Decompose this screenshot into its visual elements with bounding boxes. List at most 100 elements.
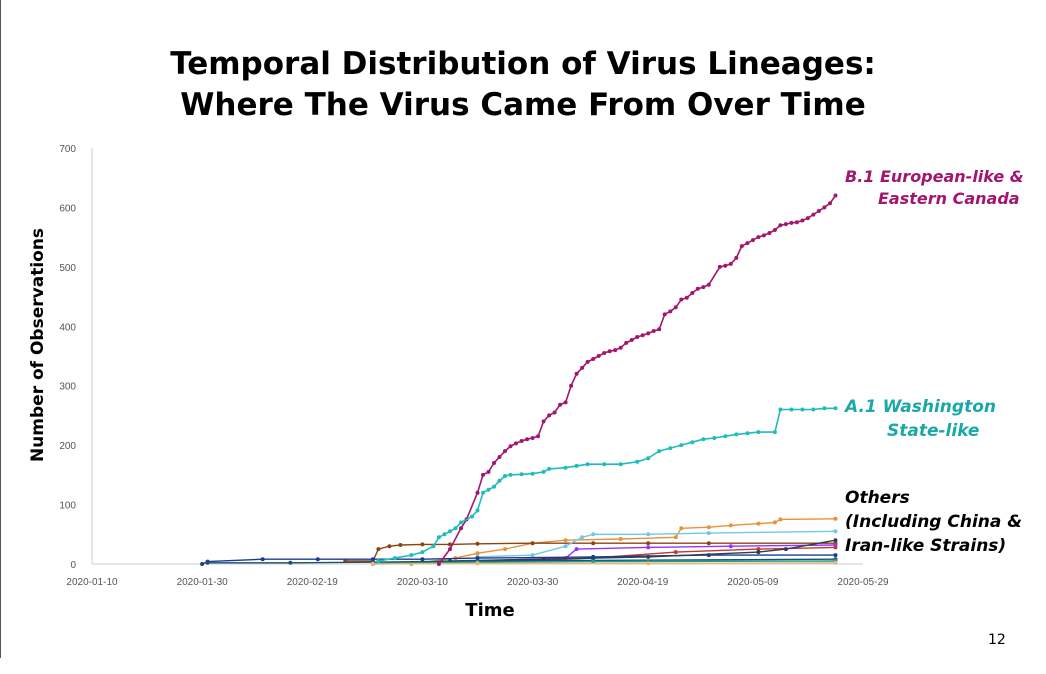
data-point-other-3 <box>420 542 425 547</box>
data-point-b1 <box>436 562 441 566</box>
data-point-other-11 <box>475 561 480 566</box>
data-point-other-8 <box>756 550 761 555</box>
data-point-a1 <box>448 529 452 534</box>
data-point-other-7 <box>200 562 205 566</box>
data-point-a1 <box>822 406 827 411</box>
data-point-b1 <box>657 327 662 332</box>
data-point-b1 <box>558 402 563 407</box>
data-point-other-3 <box>448 542 452 547</box>
data-point-a1 <box>442 532 447 537</box>
data-point-a1 <box>376 559 381 563</box>
data-point-b1 <box>701 285 706 290</box>
data-point-other-10 <box>591 559 596 564</box>
x-tick-label: 2020-01-30 <box>177 577 229 588</box>
data-point-b1 <box>651 329 656 333</box>
data-point-b1 <box>673 305 678 310</box>
data-point-b1 <box>475 490 480 495</box>
data-point-other-11 <box>833 560 838 565</box>
series-line-other-7 <box>201 554 836 565</box>
data-point-other-7 <box>260 557 265 562</box>
data-point-a1 <box>745 431 750 436</box>
data-point-a1 <box>436 535 441 540</box>
data-point-b1 <box>761 233 766 238</box>
data-point-a1 <box>618 462 623 467</box>
data-point-b1 <box>734 255 739 260</box>
data-point-other-2 <box>706 525 711 530</box>
data-point-b1 <box>723 263 728 268</box>
data-point-other-2 <box>728 523 733 528</box>
data-point-b1 <box>492 461 496 465</box>
data-point-b1 <box>552 410 557 415</box>
data-point-a1 <box>492 484 496 489</box>
data-point-b1 <box>800 218 805 223</box>
data-point-a1 <box>563 465 568 470</box>
data-point-other-2 <box>673 535 678 540</box>
data-point-b1 <box>574 371 579 376</box>
data-point-other-9 <box>288 560 293 565</box>
series-line-other-10 <box>372 560 836 565</box>
data-point-other-9 <box>205 560 210 565</box>
data-point-other-8 <box>783 547 788 552</box>
a1-lineage-label: A.1 Washington State-like <box>845 395 996 443</box>
data-point-a1 <box>481 490 485 495</box>
data-point-b1 <box>778 223 783 228</box>
data-point-b1 <box>811 212 816 217</box>
a1-label-line-1: A.1 Washington <box>845 397 996 417</box>
data-point-b1 <box>585 359 590 364</box>
data-point-a1 <box>547 466 552 471</box>
data-point-a1 <box>497 478 502 483</box>
data-point-a1 <box>635 459 640 464</box>
data-point-a1 <box>486 487 491 492</box>
data-point-b1 <box>828 201 832 206</box>
data-point-other-3 <box>398 543 403 547</box>
data-point-b1 <box>695 286 700 291</box>
data-point-b1 <box>618 345 623 350</box>
data-point-b1 <box>750 238 755 243</box>
data-point-b1 <box>805 216 810 221</box>
data-point-other-3 <box>530 541 535 546</box>
data-point-b1 <box>739 244 744 249</box>
data-point-other-3 <box>646 541 651 546</box>
series-line-b1 <box>438 195 837 565</box>
data-point-a1 <box>585 462 590 467</box>
y-axis-label: Number of Observations <box>28 227 48 463</box>
others-label-line-1: Others <box>845 488 910 508</box>
data-point-b1 <box>783 222 788 227</box>
data-point-other-5 <box>646 545 651 550</box>
data-point-b1 <box>662 312 667 317</box>
data-point-b1 <box>635 335 640 339</box>
data-point-other-6 <box>833 545 838 550</box>
x-axis-label: Time <box>465 600 515 621</box>
data-point-b1 <box>646 331 651 336</box>
y-tick-label: 600 <box>59 203 76 214</box>
data-point-b1 <box>607 349 612 354</box>
data-point-a1 <box>508 472 513 477</box>
chart-title-line-1: Temporal Distribution of Virus Lineages: <box>170 46 876 82</box>
y-tick-label: 100 <box>59 501 76 512</box>
data-point-a1 <box>530 471 535 476</box>
data-point-a1 <box>772 430 777 435</box>
data-point-b1 <box>767 231 772 235</box>
x-tick-label: 2020-01-10 <box>66 577 118 588</box>
data-point-a1 <box>833 406 838 411</box>
data-point-b1 <box>525 437 530 442</box>
data-point-b1 <box>772 228 777 232</box>
data-point-other-2 <box>475 551 480 556</box>
data-point-other-2 <box>778 517 783 522</box>
data-point-b1 <box>503 449 507 454</box>
a1-label-line-2: State-like <box>887 421 980 441</box>
data-point-b1 <box>690 291 695 295</box>
data-point-other-5 <box>574 547 579 552</box>
data-point-a1 <box>431 544 436 549</box>
data-point-b1 <box>448 547 452 552</box>
data-point-other-6 <box>673 550 678 555</box>
x-tick-label: 2020-04-19 <box>617 577 669 588</box>
others-label-line-3: Iran-like Strains) <box>845 536 1007 556</box>
data-point-other-4 <box>706 531 711 536</box>
series-line-other-4 <box>477 530 836 558</box>
data-point-a1 <box>409 553 414 558</box>
data-point-b1 <box>508 444 513 449</box>
slide-left-border <box>0 0 1 658</box>
data-point-b1 <box>624 340 629 345</box>
data-point-other-7 <box>475 556 480 561</box>
